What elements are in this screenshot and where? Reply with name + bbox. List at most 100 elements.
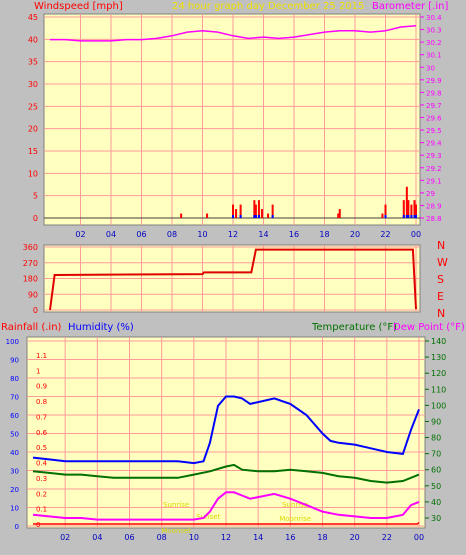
top-x-tick-label: 08: [167, 230, 177, 239]
temperature-tick-label: 120: [431, 369, 446, 378]
wind-direction-tick-label: 360: [23, 243, 38, 252]
bottom-x-tick-label: 00: [414, 533, 424, 542]
wind-avg-bar: [405, 215, 408, 218]
dewpoint-axis-title: Dew Point (°F): [393, 322, 465, 333]
wind-bar: [410, 204, 413, 218]
rainfall-tick-label: 0.1: [36, 506, 47, 514]
wind-bar: [338, 209, 341, 218]
wind-bar: [271, 204, 274, 218]
wind-avg-bar: [257, 215, 260, 218]
temperature-tick-label: 50: [431, 482, 441, 491]
wind-bar: [254, 204, 257, 218]
rainfall-tick-label: 0.5: [36, 444, 47, 452]
temperature-tick-label: 90: [431, 417, 441, 426]
wind-barometer-panel: 0 5 10 15 20 25 30 35 40 45 28.8 28.9 29 29.1 29.2 29.…: [28, 13, 442, 239]
wind-avg-bar: [410, 215, 413, 218]
humidity-tick-label: 60: [10, 412, 19, 420]
humidity-tick-label: 30: [10, 468, 19, 476]
top-x-tick-label: 06: [136, 230, 146, 239]
bottom-x-tick-label: 08: [157, 533, 167, 542]
wind-bar: [405, 186, 408, 218]
temperature-tick-label: 70: [431, 450, 441, 459]
wind-bar: [260, 209, 263, 218]
wind-tick-label: 20: [28, 125, 38, 134]
rainfall-axis-title: Rainfall (.in): [1, 322, 62, 333]
temperature-tick-label: 80: [431, 434, 441, 443]
rainfall-tick-label: 0.2: [36, 490, 47, 498]
bottom-x-tick-label: 14: [253, 533, 263, 542]
wind-direction-tick-label: 270: [23, 259, 38, 268]
baro-tick-label: 28.9: [426, 202, 442, 210]
wind-bar: [384, 204, 387, 218]
baro-tick-label: 29.5: [426, 127, 442, 135]
humidity-tick-label: 20: [10, 486, 19, 494]
rainfall-y-axis-ticks: 0 0.1 0.2 0.3 0.4 0.5 0.6 0.7 0.8 0.9 1 1.1: [36, 352, 48, 529]
baro-y-axis-ticks: 28.8 28.9 29 29.1 29.2 29.3 29.4 29.5 29.6 29.7 29…: [420, 14, 442, 223]
rainfall-line: [33, 521, 420, 525]
humidity-tick-label: 100: [6, 338, 19, 346]
compass-label-s: S: [437, 273, 444, 286]
wind-y-axis-ticks: 0 5 10 15 20 25 30 35 40 45: [28, 13, 38, 223]
barometer-line: [50, 25, 417, 42]
wind-avg-bar: [254, 215, 257, 218]
rainfall-tick-label: 0.3: [36, 475, 47, 483]
compass-label-n: N: [437, 239, 445, 252]
top-x-tick-label: 14: [258, 230, 268, 239]
baro-tick-label: 30: [426, 64, 435, 72]
sun-moon-labels: Sunrise Moonset Sunset Sunrise Moonrise: [161, 501, 311, 535]
rainfall-tick-label: 1.1: [36, 352, 47, 360]
temperature-tick-label: 100: [431, 401, 446, 410]
rainfall-tick-label: 1: [36, 367, 40, 375]
humidity-tick-label: 0: [15, 523, 19, 531]
wind-bar: [415, 204, 417, 218]
bottom-x-axis-ticks: 02 04 06 08 10 12 14 16 18 20 22 00: [60, 533, 424, 542]
compass-label-n: N: [437, 307, 445, 320]
baro-tick-label: 29.6: [426, 115, 442, 123]
wind-avg-bar: [415, 215, 417, 218]
sun-label: Sunset: [196, 513, 220, 521]
wind-tick-label: 40: [28, 35, 38, 44]
chart-title: 24 hour graph day December 25 2015: [172, 1, 364, 12]
humidity-tick-label: 50: [10, 431, 19, 439]
wind-bars: [180, 186, 417, 218]
wind-tick-label: 15: [28, 147, 38, 156]
temperature-axis-title: Temperature (°F): [311, 322, 397, 333]
temperature-tick-label: 130: [431, 353, 446, 362]
baro-tick-label: 29.3: [426, 152, 442, 160]
wind-bar: [267, 213, 270, 218]
baro-tick-label: 30.2: [426, 39, 442, 47]
wind-direction-line: [49, 248, 417, 311]
wind-avg-bar: [384, 215, 387, 218]
wind-axis-title: Windspeed [mph]: [34, 1, 123, 12]
top-grid: [44, 14, 420, 225]
baro-tick-label: 29.2: [426, 165, 442, 173]
wind-avg-bar: [413, 215, 416, 218]
wind-bar: [402, 200, 405, 218]
bottom-x-tick-label: 20: [350, 533, 360, 542]
wind-bar: [407, 200, 410, 218]
baro-tick-label: 29.7: [426, 102, 442, 110]
humidity-tick-label: 70: [10, 394, 19, 402]
bottom-x-tick-label: 12: [221, 533, 231, 542]
rainfall-tick-label: 0.4: [36, 460, 48, 468]
temperature-line: [32, 463, 420, 484]
baro-tick-label: 29.4: [426, 140, 442, 148]
rainfall-tick-label: 0.6: [36, 429, 48, 437]
wind-avg-bar: [232, 215, 234, 218]
wind-tick-label: 45: [28, 13, 38, 22]
wind-avg-bar: [253, 215, 256, 218]
baro-tick-label: 28.8: [426, 215, 442, 223]
sun-label: Sunrise: [163, 501, 189, 509]
baro-tick-label: 30.3: [426, 27, 442, 35]
wind-bar: [337, 213, 340, 218]
wind-bar: [381, 213, 384, 218]
bottom-x-tick-label: 04: [92, 533, 102, 542]
baro-tick-label: 29.8: [426, 89, 442, 97]
rainfall-tick-label: 0.9: [36, 383, 47, 391]
baro-tick-label: 29: [426, 190, 435, 198]
wind-tick-label: 35: [28, 58, 38, 67]
top-x-tick-label: 20: [350, 230, 360, 239]
